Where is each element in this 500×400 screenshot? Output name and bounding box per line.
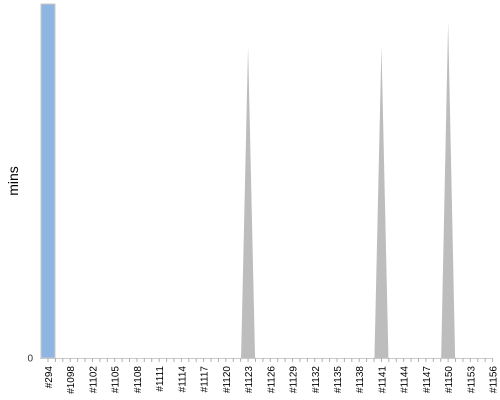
x-tick-label: #1141 bbox=[377, 366, 388, 394]
x-tick-label: #1144 bbox=[400, 366, 411, 394]
area-peak-1123 bbox=[241, 46, 256, 358]
x-tick-label: #1150 bbox=[444, 366, 455, 394]
x-tick-label: #1147 bbox=[422, 366, 433, 394]
x-tick-label: #1156 bbox=[489, 366, 500, 394]
x-tick-label: #1132 bbox=[311, 366, 322, 394]
area-peak-1141 bbox=[374, 46, 389, 358]
bar-294 bbox=[40, 3, 56, 359]
area-peak-1150 bbox=[441, 21, 456, 358]
x-tick-label: #1138 bbox=[355, 366, 366, 394]
y-axis-label: mins bbox=[5, 166, 21, 196]
x-tick-label: #294 bbox=[44, 366, 55, 389]
x-tick-label: #1117 bbox=[200, 366, 211, 393]
x-tick-label: #1114 bbox=[177, 366, 188, 393]
x-tick-label: #1105 bbox=[111, 366, 122, 394]
x-tick-label: #1111 bbox=[155, 366, 166, 392]
x-tick-label: #1135 bbox=[333, 366, 344, 394]
x-tick-label: #1129 bbox=[289, 366, 300, 394]
y-tick-label: 0 bbox=[27, 354, 33, 365]
x-tick-label: #1153 bbox=[466, 366, 477, 394]
y-ticks: 0 bbox=[27, 354, 33, 365]
x-tick-label: #1126 bbox=[266, 366, 277, 394]
x-ticks: #294 #1098 #1102 #1105 #1108 #1111 #1114 #1117 #… bbox=[44, 358, 500, 394]
chart-marks bbox=[40, 3, 456, 359]
x-tick-label: #1123 bbox=[244, 366, 255, 394]
x-tick-label: #1102 bbox=[88, 366, 99, 394]
x-tick-label: #1120 bbox=[222, 366, 233, 394]
x-tick-label: #1098 bbox=[66, 366, 77, 394]
x-tick-label: #1108 bbox=[133, 366, 144, 394]
